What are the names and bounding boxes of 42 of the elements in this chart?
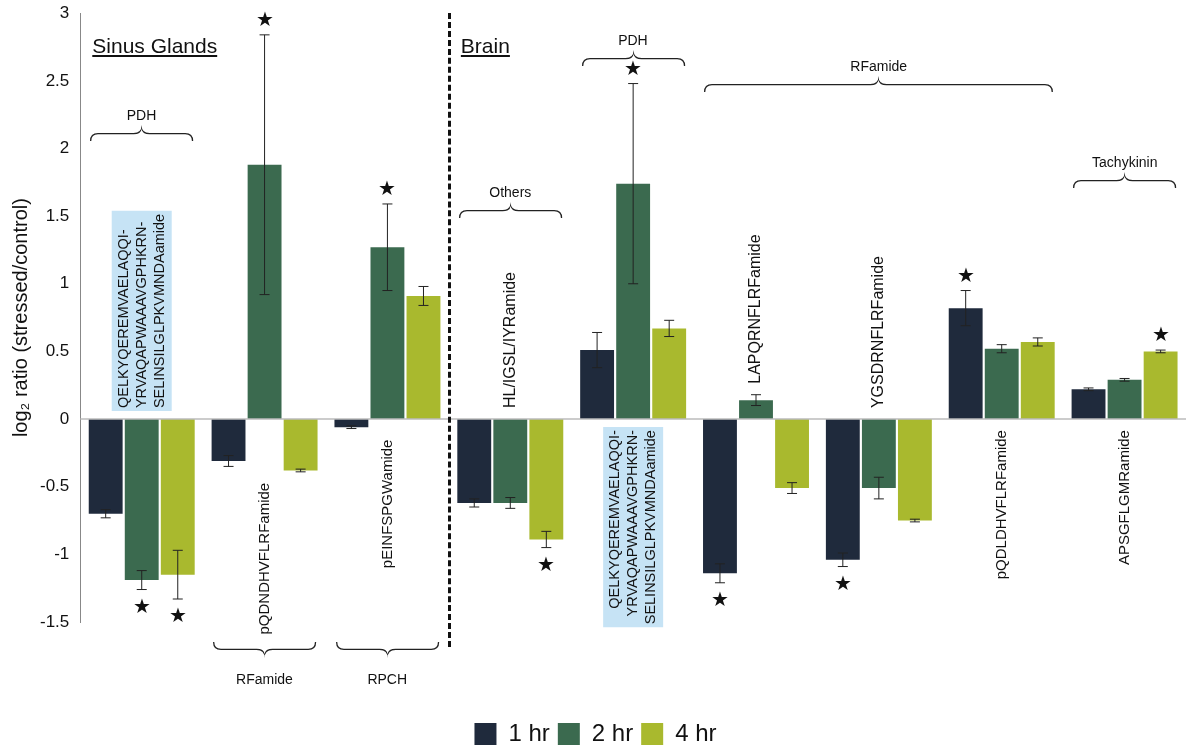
y-tick-label: -1 [54, 544, 70, 564]
x-tick-label: HL/IGSL/IYRamide [500, 271, 518, 409]
annotation: ★ [378, 176, 397, 199]
annotation: ★ [168, 604, 187, 626]
annotation: ★ [1151, 323, 1170, 346]
annotation: PDH [126, 107, 157, 123]
legend-label: 4 hr [675, 718, 717, 746]
annotation: ★ [710, 587, 729, 610]
annotation: ★ [833, 571, 852, 594]
y-tick-label: -0.5 [40, 476, 70, 496]
annotation: RFamide [850, 58, 908, 74]
y-tick-label: 1.5 [45, 205, 70, 225]
text: RPCH [367, 671, 408, 687]
y-tick-label: 2.5 [45, 70, 70, 90]
text: RFamide [236, 671, 293, 687]
annotation: ★ [132, 594, 151, 617]
legend-label: 1 hr [508, 718, 550, 746]
x-tick-label: LAPQRNFLRFamide [746, 234, 764, 384]
annotation: ★ [624, 56, 643, 79]
y-tick-label: 2 [59, 138, 70, 158]
annotation: Tachykinin [1092, 154, 1158, 170]
y-tick-label: 3 [59, 2, 70, 22]
annotation: Others [489, 184, 532, 200]
y-tick-label: 0 [59, 408, 70, 428]
annotation: Brain [460, 33, 510, 57]
x-tick-label: YGSDRNFLRFamide [869, 255, 887, 409]
y-axis-title: log₂ ratio (stressed/control) [8, 198, 31, 438]
x-tick-label: APSGFLGMRamide [1114, 430, 1132, 566]
annotation: ★ [956, 263, 975, 286]
x-tick-label: QELKYQEREMVAELAQQI-YRVAQAPWAAAVGPHKRN-SELINSILGLPKVMNDAamide [606, 429, 659, 625]
annotation: ★ [537, 552, 556, 575]
legend-label: 2 hr [591, 718, 634, 746]
y-tick-label: 1 [59, 273, 70, 293]
annotation: Sinus Glands [92, 33, 218, 57]
x-tick-label: pQDNDHVFLRFamide [254, 482, 272, 635]
y-tick-label: -1.5 [40, 611, 70, 631]
annotation: PDH [618, 32, 648, 48]
x-tick-label: pEINFSPGWamide [377, 439, 395, 569]
y-tick-label: 0.5 [45, 341, 70, 361]
x-tick-label: pQDLDHVFLRFamide [991, 430, 1009, 580]
x-tick-label: QELKYQEREMVAELAQQI-YRVAQAPWAAAVGPHKRN-SELINSILGLPKVMNDAamide [114, 213, 167, 409]
annotation: ★ [255, 7, 274, 30]
